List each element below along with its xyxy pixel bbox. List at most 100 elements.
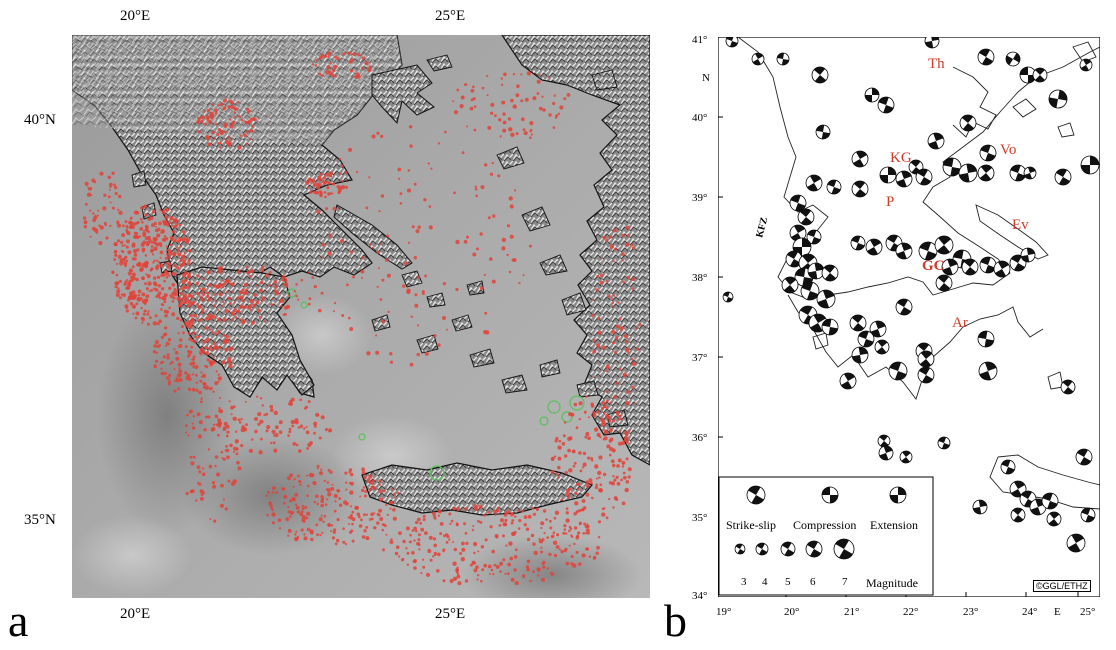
beachball xyxy=(935,274,953,292)
epicenter-dot xyxy=(566,93,571,97)
epicenter-dot xyxy=(188,324,193,329)
epicenter-dot xyxy=(160,287,165,291)
epicenter-dot xyxy=(224,347,229,352)
epicenter-dot xyxy=(370,485,374,489)
epicenter-dot xyxy=(214,381,219,386)
epicenter-dot xyxy=(188,410,192,414)
epicenter-dot xyxy=(349,250,353,254)
epicenter-dot xyxy=(389,540,394,544)
seismicity-map xyxy=(72,35,650,598)
epicenter-dot xyxy=(596,545,600,550)
lat-tick-34: 34° xyxy=(692,590,708,602)
epicenter-dot xyxy=(502,558,506,562)
epicenter-dot xyxy=(376,250,380,254)
epicenter-dot xyxy=(313,183,317,187)
epicenter-dot xyxy=(188,303,192,307)
epicenter-dot xyxy=(305,430,310,435)
epicenter-dot xyxy=(212,341,217,346)
epicenter-dot xyxy=(364,61,369,66)
epicenter-dot xyxy=(118,210,123,215)
epicenter-dot xyxy=(501,246,506,251)
epicenter-dot xyxy=(621,441,626,446)
beachball xyxy=(1060,379,1076,395)
epicenter-dot xyxy=(489,257,493,261)
epicenter-dot xyxy=(585,480,590,484)
epicenter-dot xyxy=(162,333,167,337)
epicenter-dot xyxy=(349,514,353,518)
epicenter-dot xyxy=(457,581,462,586)
epicenter-dot xyxy=(177,252,182,257)
epicenter-dot xyxy=(513,568,517,572)
epicenter-dot xyxy=(152,350,157,354)
epicenter-dot xyxy=(224,282,227,286)
legend-magnitude-5: 5 xyxy=(785,576,791,588)
epicenter-dot xyxy=(509,556,514,561)
epicenter-dot xyxy=(259,397,263,400)
epicenter-dot xyxy=(229,346,234,351)
epicenter-dot xyxy=(319,193,323,198)
legend-beachball xyxy=(889,486,907,504)
epicenter-dot xyxy=(602,345,606,350)
epicenter-dot xyxy=(270,441,273,445)
epicenter-dot xyxy=(168,286,172,290)
epicenter-dot xyxy=(255,300,260,305)
epicenter-dot xyxy=(291,496,295,500)
epicenter-dot xyxy=(553,553,558,558)
epicenter-dot xyxy=(615,475,619,479)
epicenter-dot xyxy=(171,283,176,287)
epicenter-dot xyxy=(347,147,353,152)
epicenter-dot xyxy=(256,395,259,398)
epicenter-dot xyxy=(97,209,100,212)
epicenter-dot xyxy=(464,531,468,535)
epicenter-dot xyxy=(191,358,194,361)
epicenter-dot xyxy=(307,271,310,274)
epicenter-dot xyxy=(172,296,176,300)
epicenter-dot xyxy=(161,210,166,214)
epicenter-dot xyxy=(526,559,531,564)
epicenter-dot xyxy=(320,468,323,471)
epicenter-dot xyxy=(442,550,445,553)
epicenter-dot xyxy=(487,511,491,514)
epicenter-dot xyxy=(187,434,190,437)
beachball xyxy=(942,157,962,177)
epicenter-dot xyxy=(115,273,119,277)
epicenter-dot xyxy=(616,414,620,417)
epicenter-dot xyxy=(261,265,265,269)
epicenter-dot xyxy=(207,448,211,451)
epicenter-dot xyxy=(143,261,148,266)
epicenter-dot xyxy=(427,549,432,554)
epicenter-dot xyxy=(327,468,331,472)
epicenter-dot xyxy=(157,294,160,297)
epicenter-dot xyxy=(573,402,578,407)
epicenter-dot xyxy=(153,241,157,245)
epicenter-dot xyxy=(322,520,325,523)
beachball xyxy=(937,436,951,450)
epicenter-dot xyxy=(271,298,274,300)
epicenter-dot xyxy=(213,423,216,426)
epicenter-dot xyxy=(272,283,275,286)
epicenter-dot xyxy=(612,294,616,297)
epicenter-dot xyxy=(449,578,454,584)
epicenter-dot xyxy=(191,373,195,376)
epicenter-dot xyxy=(342,540,346,544)
epicenter-dot xyxy=(237,271,241,274)
epicenter-dot xyxy=(552,531,556,534)
epicenter-dot xyxy=(428,205,432,208)
epicenter-dot xyxy=(320,497,325,501)
epicenter-dot xyxy=(164,256,169,260)
epicenter-dot xyxy=(553,94,556,97)
epicenter-dot xyxy=(365,513,369,516)
epicenter-dot xyxy=(182,259,187,264)
epicenter-dot xyxy=(187,274,191,279)
epicenter-dot xyxy=(272,441,276,445)
epicenter-dot xyxy=(248,274,252,278)
epicenter-dot xyxy=(552,101,556,106)
epicenter-dot xyxy=(508,541,513,546)
epicenter-dot xyxy=(508,270,512,274)
epicenter-dot xyxy=(189,314,193,318)
epicenter-dot xyxy=(433,553,437,557)
epicenter-dot xyxy=(313,285,317,289)
epicenter-dot xyxy=(222,106,227,111)
epicenter-dot xyxy=(295,443,299,447)
epicenter-dot xyxy=(408,540,412,544)
